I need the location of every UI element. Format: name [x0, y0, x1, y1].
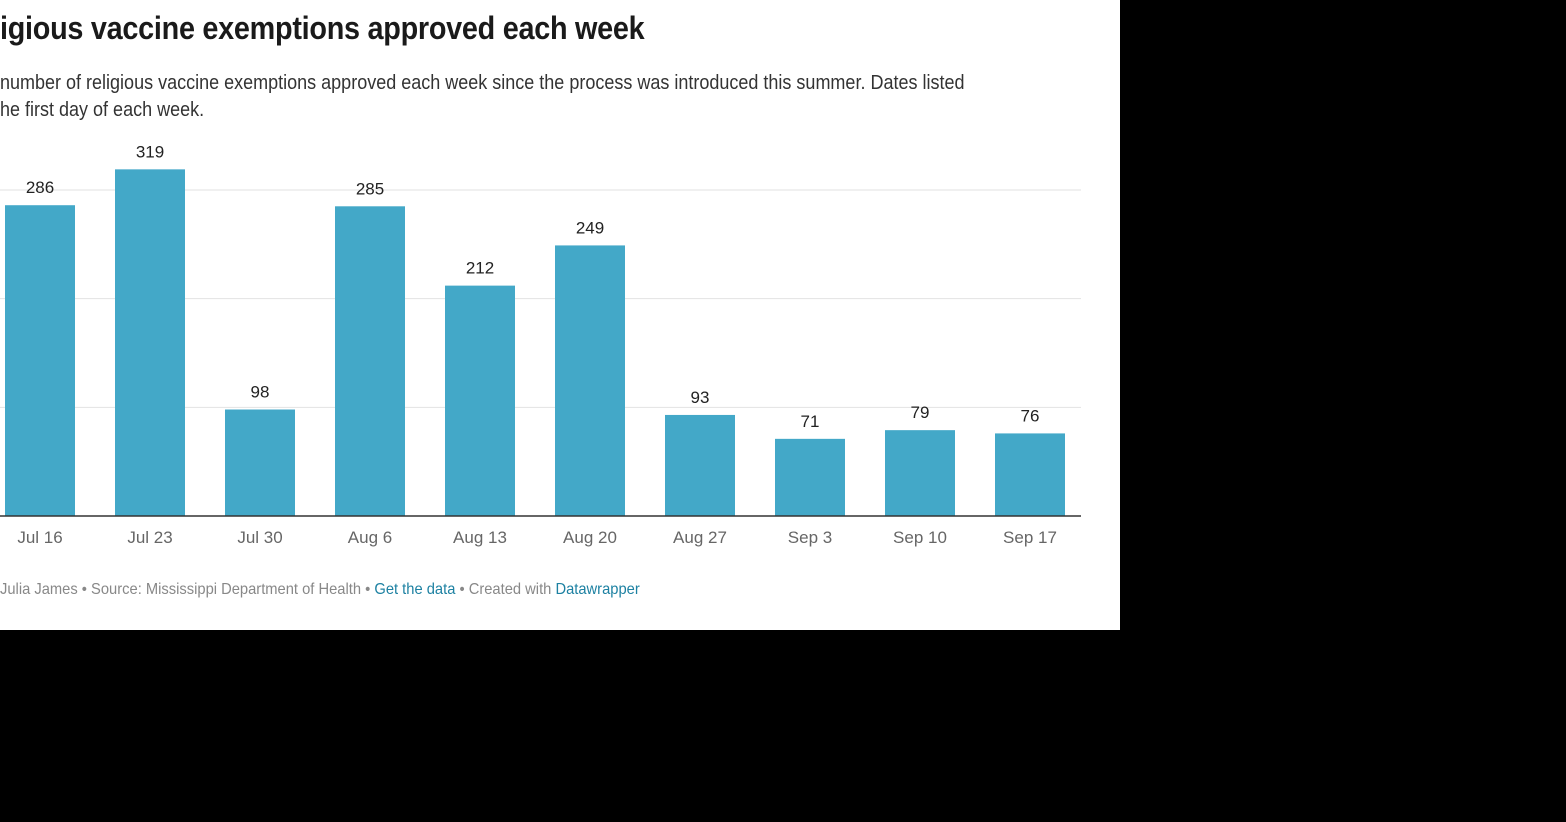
bar — [665, 414, 735, 516]
data-label: 286 — [26, 178, 54, 197]
x-tick-label: Aug 13 — [453, 528, 507, 547]
get-the-data-link[interactable]: Get the data — [374, 581, 456, 598]
x-tick-label: Aug 27 — [673, 528, 727, 547]
bar — [5, 205, 75, 517]
bar — [555, 245, 625, 517]
subtitle-line-2: he first day of each week. — [0, 99, 205, 121]
bar — [115, 169, 185, 516]
x-tick-label: Jul 30 — [237, 528, 282, 547]
x-tick-label: Sep 3 — [788, 528, 832, 547]
bar — [995, 433, 1065, 516]
x-tick-label: Aug 6 — [348, 528, 392, 547]
x-tick-label: Jul 16 — [17, 528, 62, 547]
chart-footer: Julia James • Source: Mississippi Depart… — [0, 581, 640, 599]
footer-credit: Julia James • Source: Mississippi Depart… — [0, 581, 375, 598]
bar — [775, 438, 845, 516]
x-tick-label: Aug 20 — [563, 528, 617, 547]
data-label: 98 — [251, 383, 270, 402]
datawrapper-link[interactable]: Datawrapper — [555, 581, 640, 598]
subtitle-line-1: number of religious vaccine exemptions a… — [0, 72, 965, 94]
x-tick-label: Sep 17 — [1003, 528, 1057, 547]
bar — [335, 206, 405, 517]
chart-subtitle: number of religious vaccine exemptions a… — [0, 70, 1080, 124]
data-label: 212 — [466, 259, 494, 278]
data-label: 76 — [1021, 406, 1040, 425]
chart-title: igious vaccine exemptions approved each … — [0, 10, 645, 46]
data-label: 93 — [691, 388, 710, 407]
data-label: 71 — [801, 412, 820, 431]
bar-chart: 286 Jul 16 319 Jul 23 98 Jul 30 285 Aug 6 212 Aug… — [0, 142, 1081, 547]
footer-separator: • Created with — [455, 581, 556, 598]
data-label: 285 — [356, 179, 384, 198]
x-tick-label: Jul 23 — [127, 528, 172, 547]
x-tick-label: Sep 10 — [893, 528, 947, 547]
data-label: 319 — [136, 142, 164, 161]
bar — [225, 409, 295, 516]
data-label: 79 — [911, 403, 930, 422]
bar — [885, 430, 955, 516]
data-label: 249 — [576, 218, 604, 237]
chart-card: igious vaccine exemptions approved each … — [0, 0, 1120, 630]
bar — [445, 285, 515, 516]
